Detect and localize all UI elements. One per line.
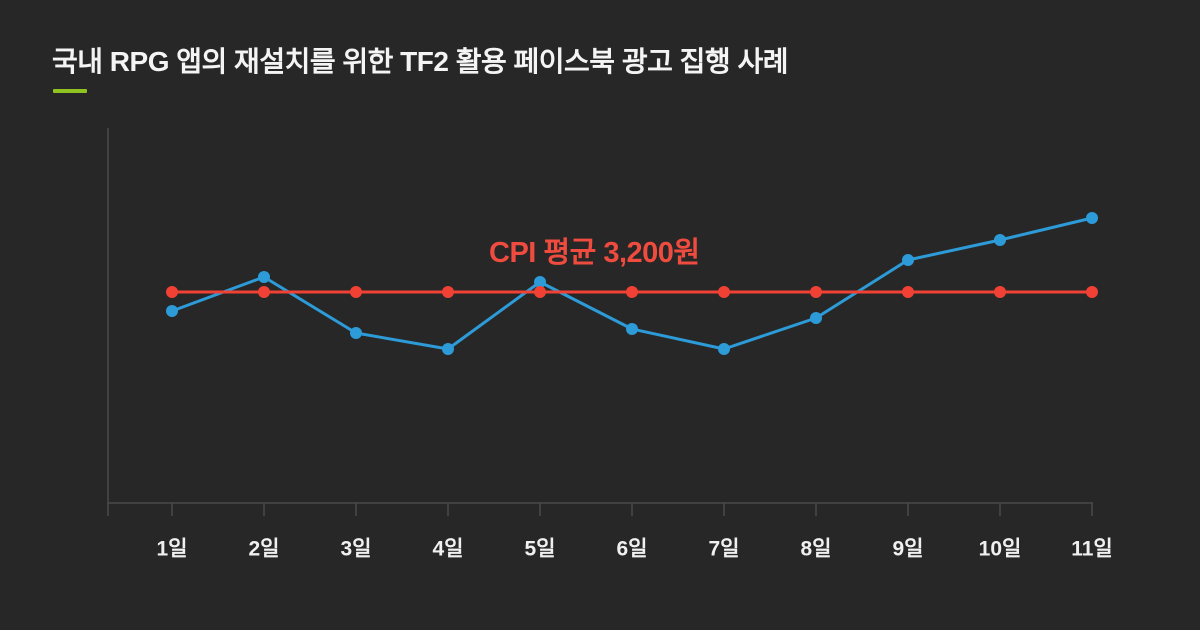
x-axis-label: 8일: [801, 538, 832, 561]
x-axis-label: 1일: [157, 538, 188, 561]
x-axis-label: 2일: [249, 538, 280, 561]
x-axis-label: 5일: [525, 538, 556, 561]
average-cpi-point: [350, 286, 362, 298]
average-cpi-point: [258, 286, 270, 298]
x-axis-label: 6일: [617, 538, 648, 561]
x-axis-label: 3일: [341, 538, 372, 561]
average-cpi-point: [810, 286, 822, 298]
average-cpi-point: [902, 286, 914, 298]
x-axis-label: 7일: [709, 538, 740, 561]
axis-lines: [107, 128, 1093, 504]
average-cpi-point: [534, 286, 546, 298]
average-cpi-point: [994, 286, 1006, 298]
daily-cpi-point: [166, 305, 178, 317]
daily-cpi-point: [994, 234, 1006, 246]
daily-cpi-point: [258, 271, 270, 283]
title-accent-dash: [53, 89, 87, 93]
average-cpi-annotation: CPI 평균 3,200원: [489, 237, 700, 269]
x-axis-label: 9일: [893, 538, 924, 561]
daily-cpi-point: [1086, 212, 1098, 224]
average-cpi-point: [1086, 286, 1098, 298]
daily-cpi-point: [718, 343, 730, 355]
x-axis-label: 4일: [433, 538, 464, 561]
daily-cpi-point: [534, 276, 546, 288]
x-axis-label: 10일: [979, 538, 1022, 561]
average-cpi-point: [442, 286, 454, 298]
average-cpi-point: [166, 286, 178, 298]
daily-cpi-point: [350, 327, 362, 339]
daily-cpi-point: [626, 323, 638, 335]
daily-cpi-point: [810, 312, 822, 324]
x-axis-label: 11일: [1071, 538, 1113, 561]
daily-cpi-point: [902, 254, 914, 266]
average-cpi-point: [718, 286, 730, 298]
page-title: 국내 RPG 앱의 재설치를 위한 TF2 활용 페이스북 광고 집행 사례: [52, 46, 788, 77]
average-cpi-point: [626, 286, 638, 298]
daily-cpi-point: [442, 343, 454, 355]
